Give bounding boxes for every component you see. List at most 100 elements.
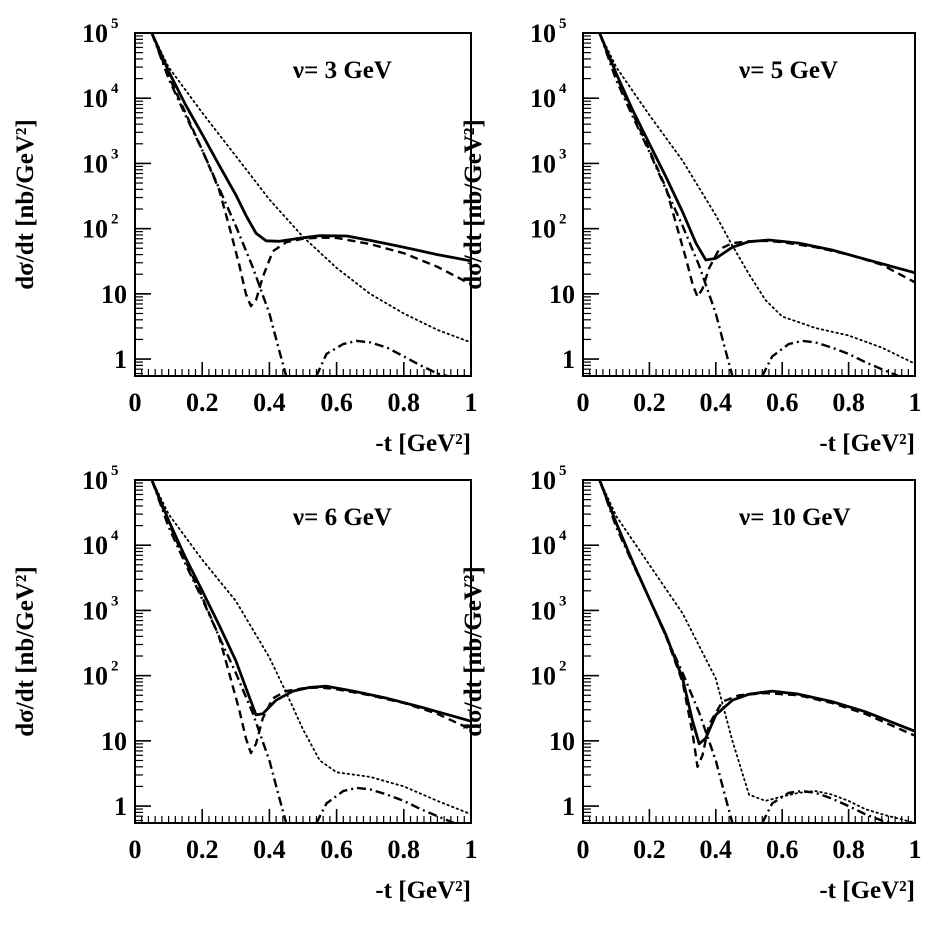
- x-tick-label: 1: [909, 388, 922, 417]
- y-tick-label: 10: [530, 596, 556, 625]
- y-tick-exponent: 4: [111, 81, 119, 97]
- y-tick-label: 10: [82, 84, 108, 113]
- series-dashdot: [598, 480, 734, 823]
- series-dotted: [598, 480, 915, 823]
- x-tick-label: 0.8: [388, 835, 421, 864]
- y-tick-label: 10: [82, 466, 108, 495]
- y-tick-exponent: 4: [559, 528, 567, 544]
- series-group: [150, 480, 471, 823]
- y-tick-label: 1: [562, 792, 575, 821]
- y-tick-label: 10: [101, 280, 127, 309]
- y-tick-exponent: 5: [559, 16, 567, 32]
- y-tick-exponent: 5: [111, 463, 119, 479]
- y-tick-label: 1: [114, 792, 127, 821]
- y-tick-label: 10: [82, 215, 108, 244]
- y-tick-exponent: 3: [559, 593, 567, 609]
- y-tick-label: 10: [530, 466, 556, 495]
- y-tick-exponent: 2: [111, 212, 119, 228]
- x-tick-label: 0: [577, 835, 590, 864]
- x-tick-label: 1: [465, 388, 478, 417]
- y-tick-label: 10: [82, 19, 108, 48]
- y-tick-exponent: 2: [111, 659, 119, 675]
- y-tick-label: 10: [82, 531, 108, 560]
- y-tick-label: 10: [530, 662, 556, 691]
- y-tick-label: 10: [530, 149, 556, 178]
- y-tick-exponent: 4: [111, 528, 119, 544]
- panel-title: ν= 3 GeV: [292, 57, 392, 84]
- series-dotted: [150, 33, 471, 344]
- panel-title: ν= 10 GeV: [738, 504, 851, 531]
- y-tick-exponent: 5: [559, 463, 567, 479]
- x-tick-label: 0.4: [700, 835, 733, 864]
- x-tick-label: 0.8: [832, 388, 865, 417]
- x-tick-label: 0: [129, 835, 142, 864]
- series-dashdot-2: [315, 786, 455, 823]
- x-tick-label: 0: [577, 388, 590, 417]
- y-tick-label: 10: [82, 596, 108, 625]
- x-tick-label: 1: [909, 835, 922, 864]
- x-axis-title: -t [GeV²]: [375, 430, 471, 457]
- y-tick-exponent: 3: [111, 593, 119, 609]
- series-group: [598, 33, 915, 376]
- panel-title: ν= 6 GeV: [292, 504, 392, 531]
- series-solid: [150, 33, 471, 263]
- x-tick-label: 0.2: [633, 835, 666, 864]
- y-tick-label: 10: [530, 84, 556, 113]
- y-axis-title: dσ/dt [nb/GeV²]: [460, 119, 487, 289]
- x-axis-title: -t [GeV²]: [819, 877, 915, 904]
- y-tick-label: 10: [530, 215, 556, 244]
- series-dashdot: [598, 33, 734, 376]
- x-tick-label: 0.4: [700, 388, 733, 417]
- y-axis-title: dσ/dt [nb/GeV²]: [460, 566, 487, 736]
- y-tick-label: 10: [549, 727, 575, 756]
- series-dashdot-2: [761, 789, 893, 823]
- y-tick-label: 10: [101, 727, 127, 756]
- y-axis-title: dσ/dt [nb/GeV²]: [12, 566, 39, 736]
- x-tick-label: 0.2: [186, 835, 219, 864]
- x-axis-title: -t [GeV²]: [375, 877, 471, 904]
- series-dashdot-2: [761, 339, 899, 376]
- y-tick-exponent: 2: [559, 212, 567, 228]
- x-axis-title: -t [GeV²]: [819, 430, 915, 457]
- x-tick-label: 0.2: [186, 388, 219, 417]
- series-group: [598, 480, 915, 823]
- plot-frame: [582, 32, 916, 377]
- x-tick-label: 0.2: [633, 388, 666, 417]
- y-tick-exponent: 3: [559, 146, 567, 162]
- series-dashdot: [150, 33, 288, 376]
- x-tick-label: 1: [465, 835, 478, 864]
- y-tick-label: 10: [530, 19, 556, 48]
- x-tick-label: 0.6: [320, 835, 353, 864]
- plot-frame: [134, 32, 472, 377]
- x-tick-label: 0.6: [320, 388, 353, 417]
- x-tick-label: 0.6: [766, 835, 799, 864]
- series-group: [150, 33, 471, 376]
- series-dashdot-2: [315, 339, 448, 376]
- series-dotted: [150, 480, 471, 816]
- y-tick-exponent: 5: [111, 16, 119, 32]
- x-tick-label: 0.4: [253, 835, 286, 864]
- series-dashed: [598, 480, 915, 768]
- series-dashdot: [150, 480, 288, 823]
- x-tick-label: 0.6: [766, 388, 799, 417]
- y-tick-label: 1: [114, 345, 127, 374]
- plot-frame: [582, 479, 916, 824]
- x-tick-label: 0.8: [388, 388, 421, 417]
- y-tick-exponent: 4: [559, 81, 567, 97]
- plot-frame: [134, 479, 472, 824]
- x-tick-label: 0.4: [253, 388, 286, 417]
- y-tick-label: 10: [82, 662, 108, 691]
- series-dotted: [598, 33, 915, 365]
- panel-title: ν= 5 GeV: [738, 57, 838, 84]
- y-axis-title: dσ/dt [nb/GeV²]: [12, 119, 39, 289]
- x-tick-label: 0: [129, 388, 142, 417]
- y-tick-label: 10: [82, 149, 108, 178]
- x-tick-label: 0.8: [832, 835, 865, 864]
- y-tick-exponent: 3: [111, 146, 119, 162]
- y-tick-exponent: 2: [559, 659, 567, 675]
